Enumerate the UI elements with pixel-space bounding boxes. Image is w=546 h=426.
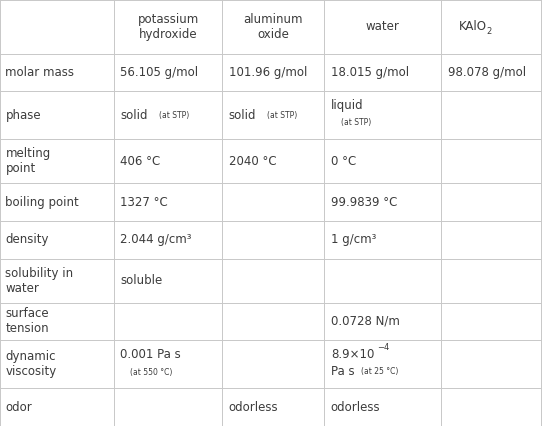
- Text: potassium
hydroxide: potassium hydroxide: [138, 13, 199, 41]
- Text: odorless: odorless: [331, 401, 381, 414]
- Text: surface
tension: surface tension: [5, 308, 49, 335]
- Text: 1 g/cm³: 1 g/cm³: [331, 233, 376, 246]
- Text: 56.105 g/mol: 56.105 g/mol: [121, 66, 199, 79]
- Text: 2: 2: [486, 27, 492, 36]
- Text: 8.9×10: 8.9×10: [331, 348, 374, 361]
- Text: 0.0728 N/m: 0.0728 N/m: [331, 315, 400, 328]
- Text: odorless: odorless: [229, 401, 278, 414]
- Text: (at 550 °C): (at 550 °C): [130, 368, 173, 377]
- Text: solid: solid: [229, 109, 256, 122]
- Text: odor: odor: [5, 401, 32, 414]
- Text: dynamic
viscosity: dynamic viscosity: [5, 350, 57, 378]
- Text: 406 °C: 406 °C: [121, 155, 161, 168]
- Text: 2.044 g/cm³: 2.044 g/cm³: [121, 233, 192, 246]
- Text: (at STP): (at STP): [159, 111, 189, 120]
- Text: (at 25 °C): (at 25 °C): [360, 367, 398, 376]
- Text: soluble: soluble: [121, 274, 163, 287]
- Text: 0 °C: 0 °C: [331, 155, 356, 168]
- Text: 2040 °C: 2040 °C: [229, 155, 276, 168]
- Text: 101.96 g/mol: 101.96 g/mol: [229, 66, 307, 79]
- Text: solid: solid: [121, 109, 148, 122]
- Text: density: density: [5, 233, 49, 246]
- Text: aluminum
oxide: aluminum oxide: [244, 13, 303, 41]
- Text: (at STP): (at STP): [341, 118, 371, 127]
- Text: boiling point: boiling point: [5, 196, 79, 209]
- Text: 1327 °C: 1327 °C: [121, 196, 168, 209]
- Text: melting
point: melting point: [5, 147, 51, 176]
- Text: solubility in
water: solubility in water: [5, 267, 74, 295]
- Text: (at STP): (at STP): [268, 111, 298, 120]
- Text: phase: phase: [5, 109, 41, 122]
- Text: water: water: [366, 20, 400, 33]
- Text: KAlO: KAlO: [459, 20, 486, 33]
- Text: 0.001 Pa s: 0.001 Pa s: [121, 348, 181, 361]
- Text: 18.015 g/mol: 18.015 g/mol: [331, 66, 409, 79]
- Text: Pa s: Pa s: [331, 365, 354, 377]
- Text: 98.078 g/mol: 98.078 g/mol: [448, 66, 526, 79]
- Text: 99.9839 °C: 99.9839 °C: [331, 196, 397, 209]
- Text: molar mass: molar mass: [5, 66, 74, 79]
- Text: −4: −4: [377, 343, 389, 352]
- Text: liquid: liquid: [331, 99, 364, 112]
